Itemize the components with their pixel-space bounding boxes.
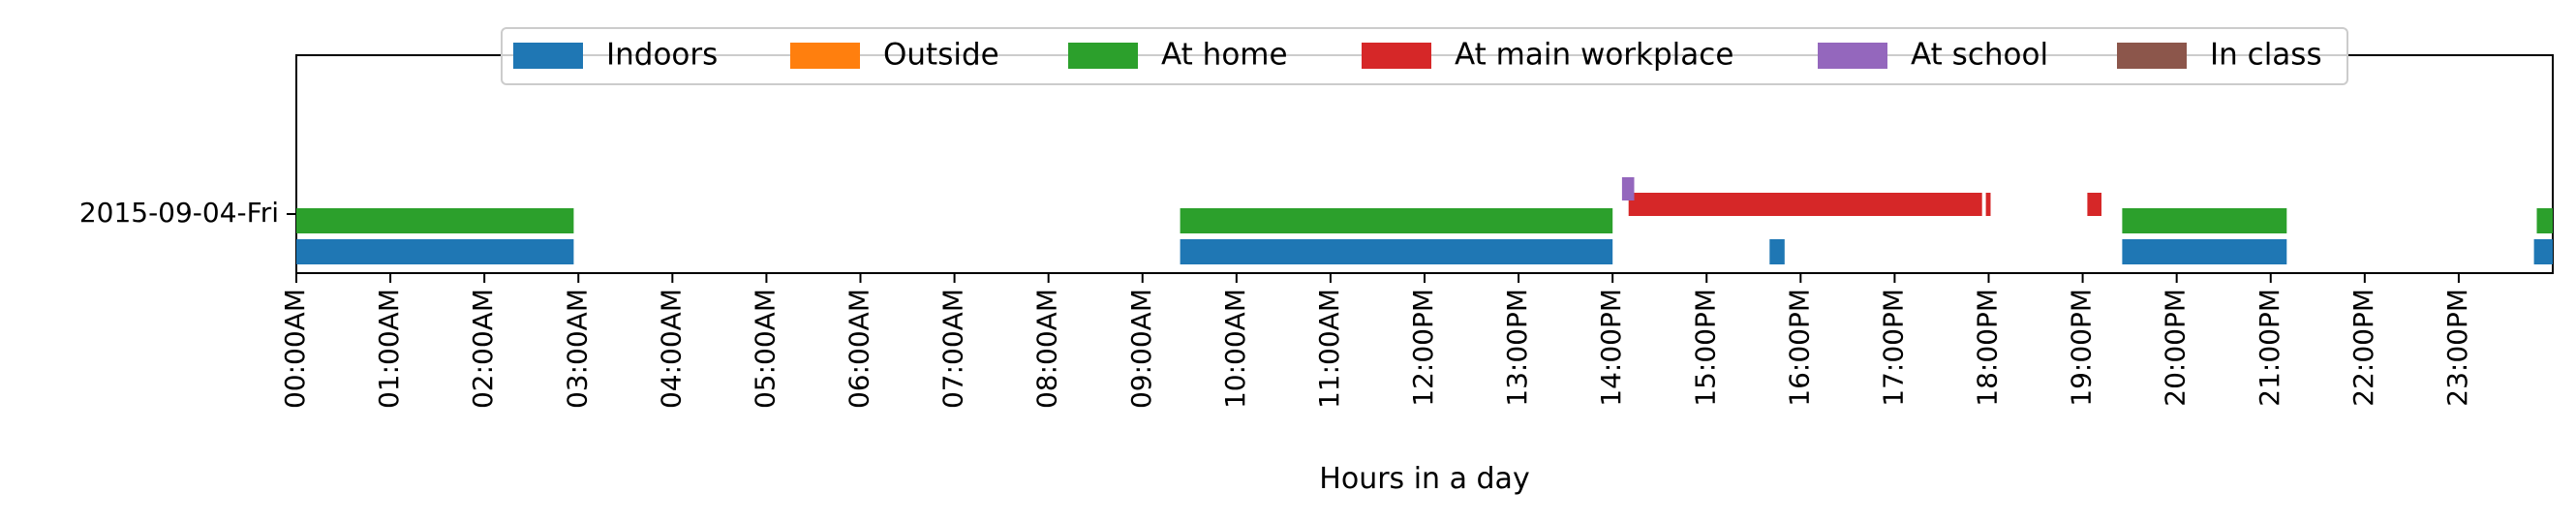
x-tick-label: 15:00PM bbox=[1689, 289, 1721, 407]
x-tick-label: 17:00PM bbox=[1877, 289, 1909, 407]
legend-label: Outside bbox=[883, 38, 999, 73]
at-home-bar bbox=[1180, 208, 1613, 233]
x-tick-label: 07:00AM bbox=[937, 289, 969, 409]
y-tick-label: 2015-09-04-Fri bbox=[79, 197, 279, 229]
x-axis: 00:00AM 01:00AM 02:00AM 03:00AM 04:00AM 05:00… bbox=[279, 273, 2473, 409]
x-tick-label: 03:00AM bbox=[561, 289, 593, 409]
x-tick-label: 10:00AM bbox=[1219, 289, 1251, 409]
y-axis: 2015-09-04-Fri bbox=[79, 197, 296, 229]
at-main-workplace-bar bbox=[2087, 193, 2101, 216]
at-main-workplace-bar bbox=[1985, 193, 1991, 216]
x-tick-label: 12:00PM bbox=[1407, 289, 1439, 407]
legend-swatch bbox=[2117, 43, 2187, 69]
x-tick-label: 16:00PM bbox=[1783, 289, 1815, 407]
legend-swatch bbox=[1362, 43, 1431, 69]
x-tick-label: 05:00AM bbox=[749, 289, 781, 409]
indoors-bar bbox=[2533, 239, 2553, 264]
at-home-bar bbox=[2122, 208, 2287, 233]
x-tick-label: 00:00AM bbox=[279, 289, 311, 409]
legend-swatch bbox=[513, 43, 583, 69]
at-home-bar bbox=[296, 208, 574, 233]
legend-label: In class bbox=[2210, 38, 2322, 73]
indoors-bar bbox=[2122, 239, 2287, 264]
legend-swatch bbox=[790, 43, 860, 69]
at-home-bar bbox=[2536, 208, 2553, 233]
legend-swatch bbox=[1068, 43, 1138, 69]
x-tick-label: 23:00PM bbox=[2441, 289, 2473, 407]
x-tick-label: 14:00PM bbox=[1595, 289, 1627, 407]
x-tick-label: 01:00AM bbox=[373, 289, 405, 409]
at-school-bar bbox=[1621, 177, 1635, 200]
x-tick-label: 02:00AM bbox=[467, 289, 499, 409]
x-tick-label: 22:00PM bbox=[2347, 289, 2379, 407]
x-tick-label: 08:00AM bbox=[1031, 289, 1063, 409]
legend-label: At school bbox=[1911, 38, 2048, 73]
x-tick-label: 20:00PM bbox=[2160, 289, 2192, 407]
legend-label: At home bbox=[1161, 38, 1288, 73]
legend-label: At main workplace bbox=[1455, 38, 1733, 73]
x-axis-label: Hours in a day bbox=[1319, 462, 1529, 496]
at-main-workplace-bar bbox=[1628, 193, 1982, 216]
x-tick-label: 11:00AM bbox=[1313, 289, 1345, 409]
x-tick-label: 09:00AM bbox=[1125, 289, 1157, 409]
x-tick-label: 21:00PM bbox=[2254, 289, 2285, 407]
legend-label: Indoors bbox=[606, 38, 718, 73]
x-tick-label: 13:00PM bbox=[1501, 289, 1533, 407]
indoors-bar bbox=[1769, 239, 1785, 264]
indoors-bar bbox=[1180, 239, 1613, 264]
x-tick-label: 18:00PM bbox=[1972, 289, 2004, 407]
x-tick-label: 06:00AM bbox=[843, 289, 875, 409]
indoors-bar bbox=[296, 239, 574, 264]
x-tick-label: 19:00PM bbox=[2066, 289, 2098, 407]
legend: Indoors Outside At home At main workplace At… bbox=[501, 27, 2348, 85]
activity-bars bbox=[296, 177, 2553, 264]
legend-swatch bbox=[1818, 43, 1887, 69]
x-tick-label: 04:00AM bbox=[655, 289, 687, 409]
plot-area bbox=[295, 54, 2554, 274]
